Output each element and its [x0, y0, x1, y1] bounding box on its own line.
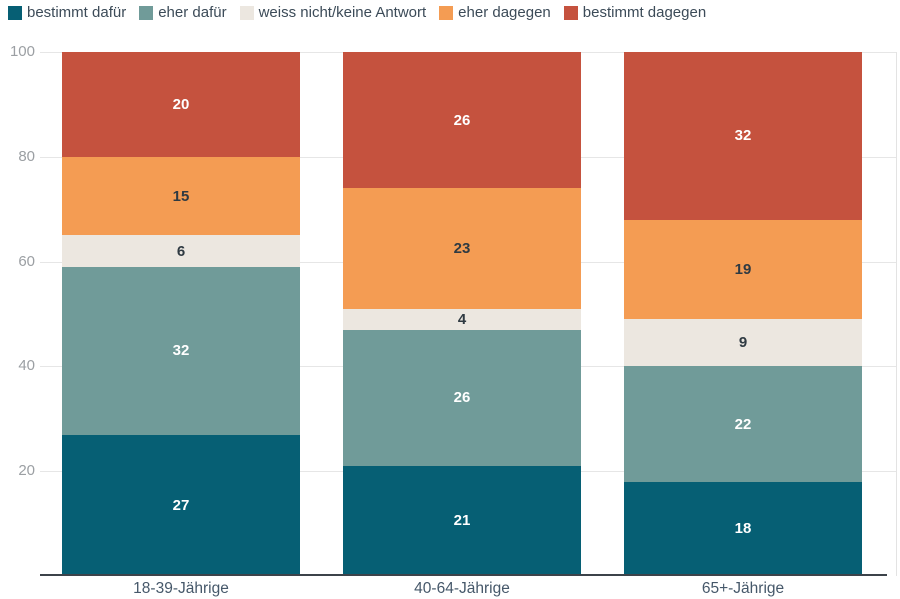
plot-area: 20 15 6 32 27 26 23 4 26 21 32 19 9 22 18: [40, 52, 897, 576]
legend-label: eher dagegen: [458, 4, 551, 21]
legend-item: eher dagegen: [439, 4, 551, 21]
y-tick-label: 60: [18, 252, 35, 270]
segment-eher dagegen: 23: [343, 188, 581, 309]
segment-value-label: 9: [738, 334, 748, 352]
segment-value-label: 21: [453, 512, 471, 530]
segment-bestimmt dagegen: 20: [62, 52, 300, 157]
segment-bestimmt dafür: 21: [343, 465, 581, 576]
x-tick-label: 65+-Jährige: [701, 580, 785, 597]
segment-bestimmt dafür: 18: [624, 481, 862, 576]
segment-value-label: 20: [172, 95, 190, 113]
segment-value-label: 4: [457, 310, 467, 328]
y-tick-label: 20: [18, 462, 35, 480]
x-tick-label: 40-64-Jährige: [414, 580, 510, 597]
plot-right-border: [896, 52, 897, 576]
segment-weiss nicht/keine Antwort: 6: [62, 235, 300, 267]
segment-value-label: 32: [734, 127, 752, 145]
legend-swatch-icon: [8, 5, 22, 20]
legend-item: eher dafür: [139, 4, 227, 21]
segment-eher dagegen: 15: [62, 156, 300, 236]
segment-value-label: 19: [734, 260, 752, 278]
segment-value-label: 26: [453, 111, 471, 129]
segment-value-label: 27: [172, 496, 190, 514]
segment-value-label: 6: [176, 242, 186, 260]
legend-item: bestimmt dafür: [8, 4, 126, 21]
y-tick-label: 100: [9, 43, 35, 60]
segment-value-label: 32: [172, 342, 190, 360]
segment-value-label: 26: [453, 389, 471, 407]
segment-value-label: 15: [172, 187, 190, 205]
bar-40-64-Jährige: 26 23 4 26 21: [343, 52, 581, 576]
legend-swatch-icon: [563, 5, 578, 20]
segment-bestimmt dafür: 27: [62, 434, 300, 576]
segment-eher dafür: 26: [343, 329, 581, 466]
legend-label: weiss nicht/keine Antwort: [258, 4, 427, 21]
bar-65+-Jährige: 32 19 9 22 18: [624, 52, 862, 576]
legend-item: bestimmt dagegen: [563, 4, 707, 21]
x-tick-label: 18-39-Jährige: [133, 580, 229, 597]
segment-eher dafür: 22: [624, 366, 862, 482]
legend-swatch-icon: [439, 5, 454, 20]
segment-value-label: 23: [453, 239, 471, 257]
segment-eher dafür: 32: [62, 266, 300, 435]
segment-value-label: 18: [734, 520, 752, 538]
segment-value-label: 22: [734, 415, 752, 433]
legend-swatch-icon: [139, 5, 154, 20]
segment-eher dagegen: 19: [624, 219, 862, 320]
legend-label: bestimmt dafür: [27, 4, 127, 21]
legend-swatch-icon: [239, 5, 254, 20]
x-axis-line: [40, 574, 887, 576]
legend-label: bestimmt dagegen: [582, 4, 707, 21]
segment-bestimmt dagegen: 32: [624, 52, 862, 220]
legend-item: weiss nicht/keine Antwort: [239, 4, 427, 21]
y-tick-label: 80: [18, 147, 35, 165]
chart-legend: bestimmt dafür eher dafür weiss nicht/kein…: [8, 4, 706, 21]
segment-weiss nicht/keine Antwort: 9: [624, 319, 862, 367]
segment-bestimmt dagegen: 26: [343, 52, 581, 189]
y-tick-label: 40: [18, 357, 35, 375]
legend-label: eher dafür: [158, 4, 227, 21]
segment-weiss nicht/keine Antwort: 4: [343, 308, 581, 330]
bar-18-39-Jährige: 20 15 6 32 27: [62, 52, 300, 576]
